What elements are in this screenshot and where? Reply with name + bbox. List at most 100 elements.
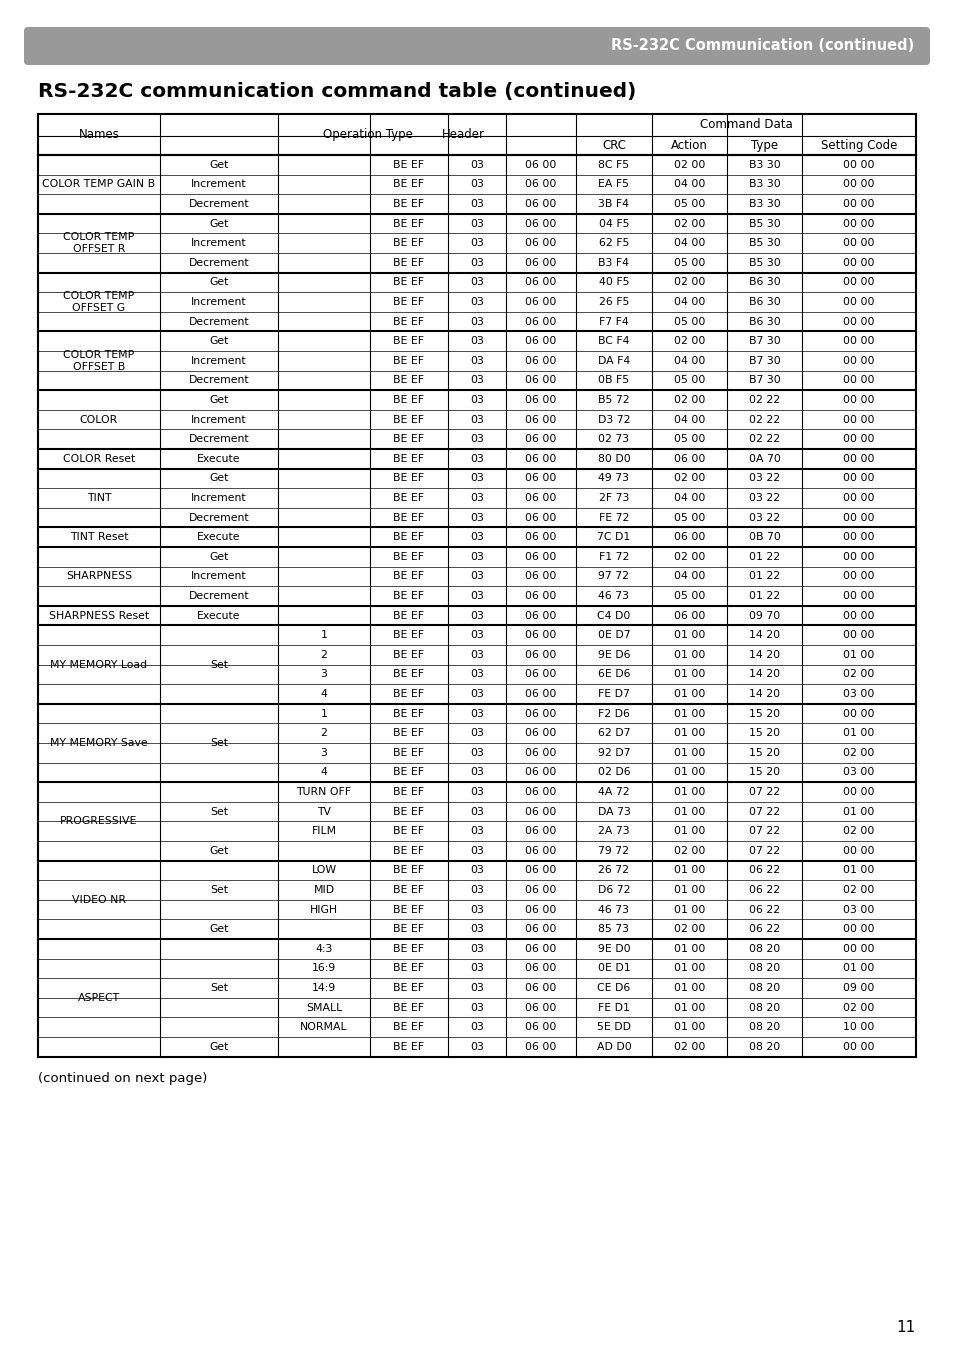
Text: SHARPNESS: SHARPNESS — [66, 572, 132, 581]
Text: 01 00: 01 00 — [673, 963, 704, 974]
Text: 40 F5: 40 F5 — [598, 278, 629, 287]
Text: 03: 03 — [470, 650, 483, 660]
Text: 03: 03 — [470, 278, 483, 287]
Text: 02 00: 02 00 — [673, 395, 704, 405]
Text: 06 00: 06 00 — [525, 983, 557, 993]
Text: 00 00: 00 00 — [842, 200, 874, 209]
Text: 03: 03 — [470, 336, 483, 347]
Text: 05 00: 05 00 — [673, 317, 704, 326]
Text: Decrement: Decrement — [189, 434, 249, 444]
Text: HIGH: HIGH — [310, 905, 337, 915]
Text: 3: 3 — [320, 669, 327, 680]
Text: 01 00: 01 00 — [673, 768, 704, 777]
Text: 06 22: 06 22 — [748, 885, 780, 894]
Text: BE EF: BE EF — [393, 708, 424, 719]
Text: 03: 03 — [470, 591, 483, 602]
Bar — [278, 136, 369, 155]
Text: 02 00: 02 00 — [673, 846, 704, 855]
Text: 00 00: 00 00 — [842, 453, 874, 464]
Text: 06 00: 06 00 — [525, 434, 557, 444]
Text: 00 00: 00 00 — [842, 159, 874, 170]
Text: Get: Get — [209, 395, 229, 405]
Text: 01 22: 01 22 — [748, 552, 780, 561]
Text: 06 00: 06 00 — [525, 473, 557, 483]
Text: 08 20: 08 20 — [748, 983, 780, 993]
Text: (continued on next page): (continued on next page) — [38, 1072, 207, 1085]
Text: Get: Get — [209, 159, 229, 170]
Text: Command Data: Command Data — [699, 119, 792, 131]
Text: 3: 3 — [320, 747, 327, 758]
Text: 02 00: 02 00 — [673, 552, 704, 561]
Text: 06 00: 06 00 — [525, 591, 557, 602]
Text: 01 00: 01 00 — [673, 708, 704, 719]
Text: 00 00: 00 00 — [842, 786, 874, 797]
Text: 02 00: 02 00 — [673, 159, 704, 170]
Text: Set: Set — [210, 738, 228, 747]
Text: 00 00: 00 00 — [842, 414, 874, 425]
Text: BE EF: BE EF — [393, 278, 424, 287]
Text: B5 72: B5 72 — [598, 395, 629, 405]
Text: BE EF: BE EF — [393, 572, 424, 581]
Text: 03: 03 — [470, 375, 483, 386]
Text: 01 00: 01 00 — [673, 747, 704, 758]
Text: Setting Code: Setting Code — [820, 139, 896, 152]
Text: SHARPNESS Reset: SHARPNESS Reset — [49, 611, 149, 621]
Text: 05 00: 05 00 — [673, 375, 704, 386]
Text: 02 22: 02 22 — [748, 434, 780, 444]
Text: AD D0: AD D0 — [596, 1041, 631, 1052]
Text: CE D6: CE D6 — [597, 983, 630, 993]
Text: 01 00: 01 00 — [673, 630, 704, 641]
Text: RS-232C communication command table (continued): RS-232C communication command table (con… — [38, 81, 636, 100]
Text: TV: TV — [316, 807, 331, 816]
Text: 05 00: 05 00 — [673, 200, 704, 209]
Text: 06 00: 06 00 — [525, 375, 557, 386]
Text: Increment: Increment — [191, 297, 247, 308]
Text: EA F5: EA F5 — [598, 179, 629, 189]
Text: BE EF: BE EF — [393, 1041, 424, 1052]
Text: RS-232C Communication (continued): RS-232C Communication (continued) — [610, 39, 913, 54]
Text: 02 00: 02 00 — [673, 336, 704, 347]
Text: 46 73: 46 73 — [598, 591, 629, 602]
Text: B7 30: B7 30 — [748, 375, 780, 386]
Text: FE 72: FE 72 — [598, 513, 629, 522]
Text: 03: 03 — [470, 200, 483, 209]
Text: 00 00: 00 00 — [842, 552, 874, 561]
Text: 15 20: 15 20 — [748, 768, 780, 777]
Text: 0A 70: 0A 70 — [748, 453, 780, 464]
Text: 00 00: 00 00 — [842, 630, 874, 641]
Text: B5 30: B5 30 — [748, 219, 780, 228]
Text: 3B F4: 3B F4 — [598, 200, 629, 209]
Text: BE EF: BE EF — [393, 297, 424, 308]
Text: BE EF: BE EF — [393, 786, 424, 797]
Text: 03: 03 — [470, 807, 483, 816]
Text: 03: 03 — [470, 552, 483, 561]
Text: 03: 03 — [470, 572, 483, 581]
Text: 03: 03 — [470, 924, 483, 935]
Text: 03: 03 — [470, 317, 483, 326]
Text: 2: 2 — [320, 728, 327, 738]
Text: 04 00: 04 00 — [673, 572, 704, 581]
Text: 03 22: 03 22 — [748, 492, 780, 503]
Text: 03: 03 — [470, 159, 483, 170]
Text: 06 00: 06 00 — [525, 846, 557, 855]
Text: Header: Header — [441, 128, 484, 142]
Text: 03: 03 — [470, 473, 483, 483]
Text: 06 00: 06 00 — [525, 297, 557, 308]
Text: 06 00: 06 00 — [525, 885, 557, 894]
Text: Names: Names — [78, 128, 119, 142]
Text: 02 00: 02 00 — [673, 1041, 704, 1052]
Text: 92 D7: 92 D7 — [598, 747, 630, 758]
Text: BE EF: BE EF — [393, 552, 424, 561]
Text: BE EF: BE EF — [393, 807, 424, 816]
Text: 00 00: 00 00 — [842, 473, 874, 483]
Text: FE D1: FE D1 — [598, 1002, 629, 1013]
Text: 00 00: 00 00 — [842, 395, 874, 405]
Text: 05 00: 05 00 — [673, 591, 704, 602]
Text: Decrement: Decrement — [189, 258, 249, 268]
Text: 06 00: 06 00 — [525, 747, 557, 758]
Text: BE EF: BE EF — [393, 159, 424, 170]
Text: Type: Type — [750, 139, 778, 152]
Text: 7C D1: 7C D1 — [597, 533, 630, 542]
Text: BE EF: BE EF — [393, 473, 424, 483]
Text: PROGRESSIVE: PROGRESSIVE — [60, 816, 137, 827]
